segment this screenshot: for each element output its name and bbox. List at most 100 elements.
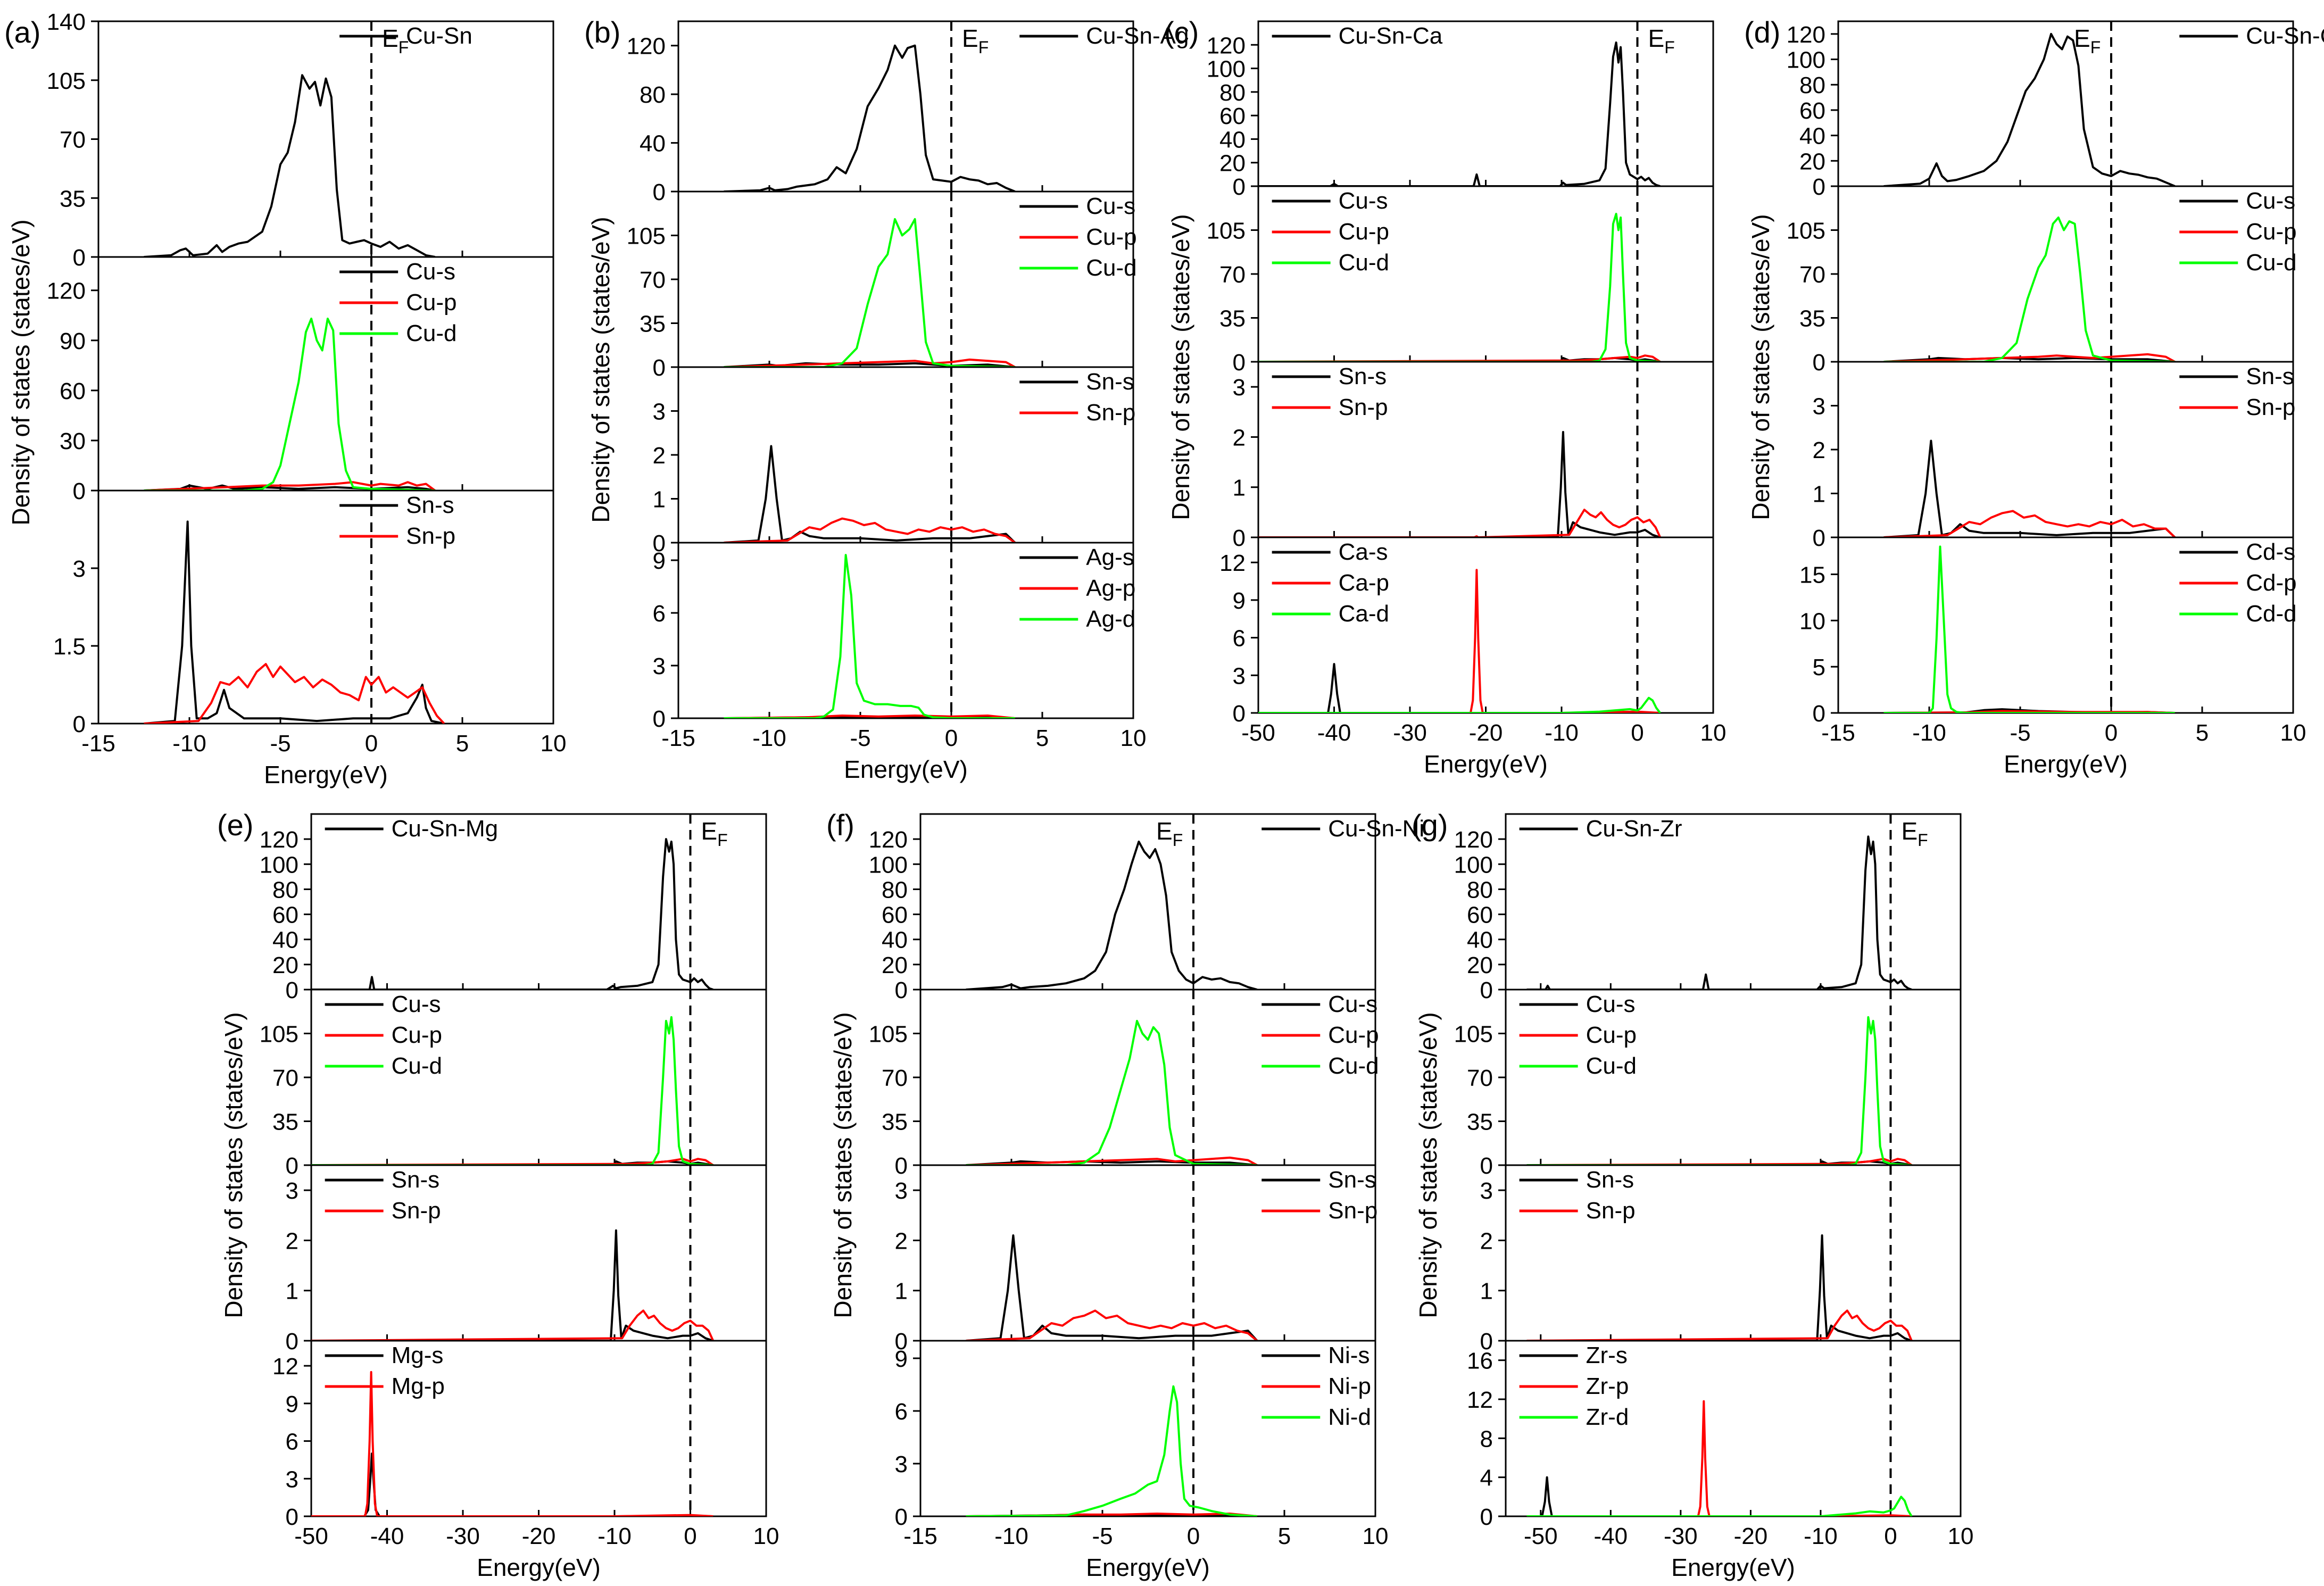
y-tick-label: 3 xyxy=(1233,375,1246,401)
series-line-sn-p xyxy=(724,517,1016,543)
y-tick-label: 140 xyxy=(47,9,86,35)
subplot-3: 0 1.5 3 Sn-s Sn-p -15 -10 -5 0 5 10 Energy(eV) xyxy=(53,489,566,788)
x-tick-label: -20 xyxy=(522,1523,556,1549)
legend-label: Sn-s xyxy=(1328,1167,1376,1193)
legend-label: Cu-s xyxy=(406,259,455,285)
legend-label: Sn-p xyxy=(392,1198,441,1224)
fermi-label: EF xyxy=(701,817,728,850)
x-tick-label: 10 xyxy=(1120,725,1147,751)
subplot-2: 0 30 60 90 120 Cu-s Cu-p Cu-d xyxy=(47,256,554,504)
series-line-cu-s xyxy=(966,1160,1257,1165)
fermi-label: EF xyxy=(1156,817,1183,850)
panel-label: (g) xyxy=(1412,808,1448,842)
y-tick-label: 10 xyxy=(1799,608,1825,634)
y-tick-label: 35 xyxy=(1219,306,1246,332)
subplot-3: 0 1 2 3 Sn-s Sn-p xyxy=(895,1164,1377,1355)
subplot-2: 0 35 70 105 Cu-s Cu-p Cu-d xyxy=(1787,185,2297,376)
y-tick-label: 0 xyxy=(1480,1504,1493,1530)
series-line-cu-s xyxy=(1883,356,2175,362)
subplot-frame xyxy=(310,1340,767,1517)
y-tick-label: 120 xyxy=(47,278,86,304)
panel-label: (f) xyxy=(826,808,854,842)
legend-label: Ni-d xyxy=(1328,1404,1371,1430)
series-line-cu-sn-mg xyxy=(311,838,713,990)
series-line-ca-p xyxy=(1258,569,1661,713)
subplot-frame xyxy=(1837,185,2294,363)
y-tick-label: 70 xyxy=(640,267,666,293)
y-tick-label: 0 xyxy=(1813,525,1825,551)
legend-label: Ni-p xyxy=(1328,1373,1371,1399)
y-tick-label: 5 xyxy=(1813,654,1825,680)
y-tick-label: 0 xyxy=(286,1153,298,1179)
legend-label: Ag-s xyxy=(1086,544,1134,570)
subplot-frame xyxy=(310,989,767,1166)
y-tick-label: 0 xyxy=(1480,1153,1493,1179)
y-tick-label: 100 xyxy=(1454,852,1493,878)
y-tick-label: 0 xyxy=(1480,1328,1493,1355)
subplot-frame xyxy=(310,813,767,991)
legend-label: Cu-d xyxy=(406,320,456,346)
legend-label: Ca-s xyxy=(1339,539,1388,565)
y-tick-label: 1 xyxy=(286,1278,298,1305)
y-tick-label: 2 xyxy=(1813,437,1825,463)
x-axis-label: Energy(eV) xyxy=(844,755,968,783)
x-tick-label: 10 xyxy=(1700,720,1727,746)
y-tick-label: 100 xyxy=(1787,47,1825,73)
y-tick-label: 3 xyxy=(653,653,666,679)
series-line-cu-sn-cd xyxy=(1883,32,2176,186)
y-tick-label: 80 xyxy=(640,82,666,108)
subplot-4: 0 3 6 9 Ni-s Ni-p Ni-d -15 -10 -5 0 5 10 Energy(eV) xyxy=(895,1340,1388,1581)
y-tick-label: 3 xyxy=(286,1178,298,1204)
x-tick-label: -10 xyxy=(994,1523,1028,1549)
series-line-ni-d xyxy=(966,1385,1257,1516)
x-tick-label: -30 xyxy=(1664,1523,1698,1549)
y-tick-label: 0 xyxy=(1233,350,1246,376)
legend-label: Sn-p xyxy=(1339,394,1388,420)
y-tick-label: 3 xyxy=(895,1178,908,1204)
x-tick-label: -15 xyxy=(81,730,115,757)
y-tick-label: 9 xyxy=(286,1391,298,1417)
y-tick-label: 0 xyxy=(73,245,86,271)
legend-label: Cu-p xyxy=(1086,224,1136,250)
y-tick-label: 35 xyxy=(882,1109,908,1135)
x-axis-label: Energy(eV) xyxy=(264,761,388,788)
y-tick-label: 2 xyxy=(895,1228,908,1254)
y-tick-label: 70 xyxy=(60,127,86,153)
legend-label: Sn-p xyxy=(1328,1198,1377,1224)
subplot-4: 0 5 10 15 Cd-s Cd-p Cd-d -15 -10 -5 0 5 10 Energy(eV) xyxy=(1799,536,2306,778)
legend-label: Cu-Sn xyxy=(406,23,472,49)
y-tick-label: 15 xyxy=(1799,562,1825,588)
y-axis-label: Density of states (states/eV) xyxy=(1747,214,1774,520)
x-tick-label: -50 xyxy=(294,1523,328,1549)
series-line-ca-s xyxy=(1258,663,1661,713)
series-line-zr-d xyxy=(1526,1496,1913,1516)
fermi-label: EF xyxy=(1901,817,1928,850)
y-tick-label: 120 xyxy=(260,827,298,853)
series-line-zr-p xyxy=(1526,1400,1912,1516)
fermi-label: EF xyxy=(1648,24,1675,57)
y-tick-label: 70 xyxy=(1467,1065,1493,1091)
y-tick-label: 2 xyxy=(1233,425,1246,451)
x-tick-label: -15 xyxy=(661,725,695,751)
legend-label: Zr-p xyxy=(1586,1373,1629,1399)
x-tick-label: 5 xyxy=(2196,720,2209,746)
y-tick-label: 120 xyxy=(627,34,666,60)
legend-label: Sn-s xyxy=(1339,363,1387,389)
subplot-frame xyxy=(1257,185,1714,363)
subplot-frame xyxy=(1837,361,2294,538)
y-tick-label: 120 xyxy=(1787,22,1825,48)
y-tick-label: 1 xyxy=(1813,481,1825,508)
panel-label: (b) xyxy=(584,15,620,49)
series-line-sn-s xyxy=(966,1234,1258,1341)
subplot-frame xyxy=(919,1340,1376,1517)
series-line-sn-s xyxy=(1883,439,2176,537)
series-line-sn-p xyxy=(311,1309,715,1341)
y-tick-label: 0 xyxy=(1813,701,1825,727)
x-tick-label: -15 xyxy=(1821,720,1855,746)
legend-label: Cu-p xyxy=(1328,1022,1379,1048)
legend-label: Sn-p xyxy=(1586,1198,1636,1224)
